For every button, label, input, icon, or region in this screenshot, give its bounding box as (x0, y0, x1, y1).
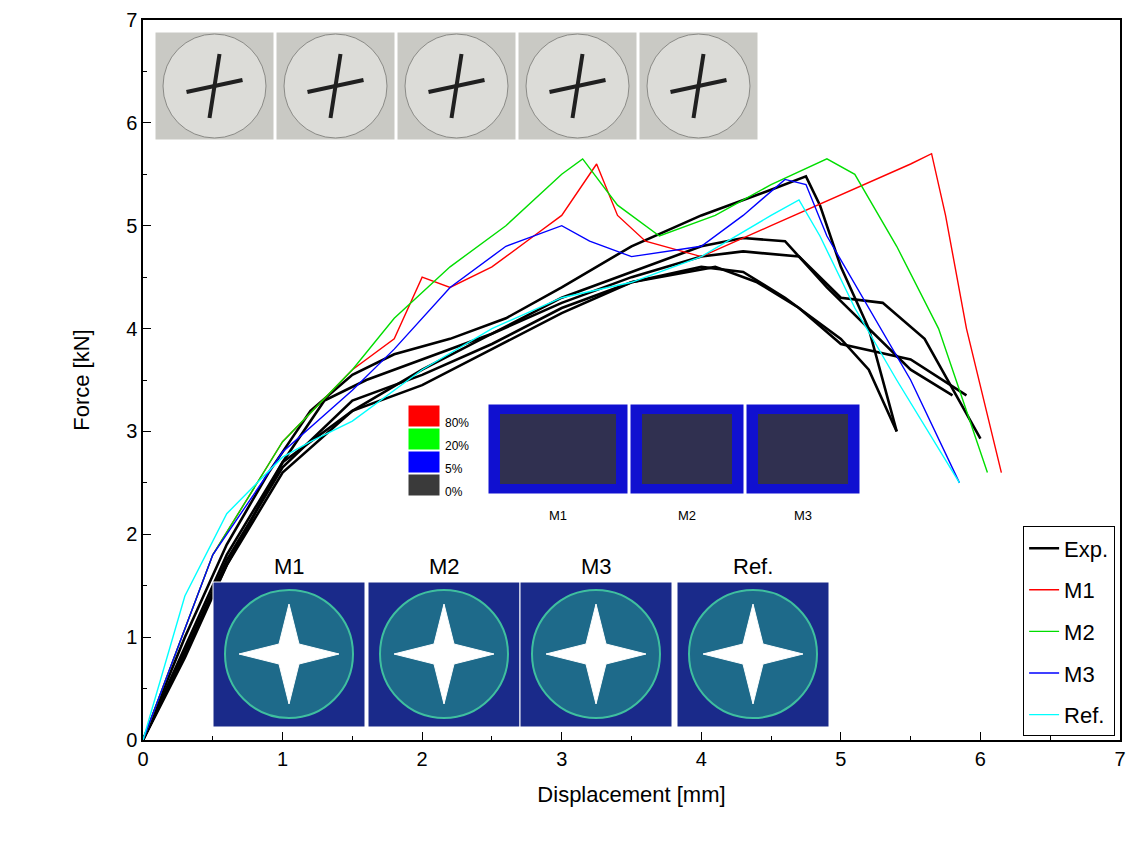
svg-text:6: 6 (126, 112, 137, 134)
svg-text:6: 6 (975, 748, 986, 770)
svg-text:4: 4 (126, 318, 137, 340)
svg-text:3: 3 (126, 420, 137, 442)
svg-text:3: 3 (556, 748, 567, 770)
svg-text:7: 7 (126, 9, 137, 31)
svg-text:7: 7 (1114, 748, 1125, 770)
svg-text:M3: M3 (794, 508, 812, 523)
svg-text:M3: M3 (581, 554, 612, 579)
svg-text:M2: M2 (678, 508, 696, 523)
svg-text:M1: M1 (274, 554, 305, 579)
svg-text:0: 0 (126, 729, 137, 751)
svg-text:1: 1 (126, 626, 137, 648)
svg-text:Displacement [mm]: Displacement [mm] (537, 782, 725, 807)
svg-text:Ref.: Ref. (733, 554, 773, 579)
svg-text:Force [kN]: Force [kN] (69, 329, 94, 430)
svg-text:5%: 5% (445, 462, 463, 476)
svg-text:M2: M2 (429, 554, 460, 579)
svg-text:0: 0 (137, 748, 148, 770)
svg-text:Ref.: Ref. (1064, 703, 1104, 728)
svg-text:2: 2 (126, 523, 137, 545)
svg-text:Exp.: Exp. (1064, 537, 1108, 562)
svg-text:5: 5 (126, 215, 137, 237)
svg-text:20%: 20% (445, 439, 469, 453)
svg-text:5: 5 (835, 748, 846, 770)
svg-text:2: 2 (417, 748, 428, 770)
svg-text:M1: M1 (1064, 578, 1095, 603)
svg-text:M3: M3 (1064, 662, 1095, 687)
svg-text:M1: M1 (549, 508, 567, 523)
svg-text:M2: M2 (1064, 620, 1095, 645)
svg-text:1: 1 (277, 748, 288, 770)
svg-text:4: 4 (696, 748, 707, 770)
svg-text:80%: 80% (445, 416, 469, 430)
svg-text:0%: 0% (445, 485, 463, 499)
